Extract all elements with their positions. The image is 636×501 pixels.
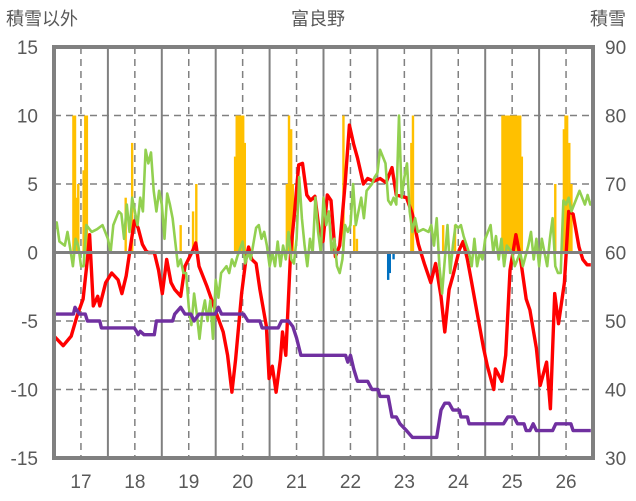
left-tick-label: -10 [11,381,38,402]
bar [191,211,195,253]
bar [287,115,291,253]
bar [233,156,237,253]
bar [392,252,395,260]
bar [238,115,242,253]
bar [289,129,293,253]
bar [517,115,520,253]
bar [510,115,514,253]
plot-frame [52,45,595,460]
bar [515,115,519,253]
left-axis-title: 積雪以外 [6,9,78,30]
bar [504,115,507,253]
left-tick-label: -15 [11,449,38,470]
bar [570,184,573,253]
bar [441,225,445,253]
bar [240,115,243,253]
series-line-0 [52,123,591,411]
bar [235,115,238,253]
bar [84,115,87,253]
bar [195,184,198,253]
bar [519,115,522,253]
bar [241,115,245,253]
left-tick-label: 15 [17,38,38,59]
bar [564,115,567,253]
bar [388,252,391,274]
x-tick-label: 18 [124,472,145,493]
right-tick-label: 90 [605,38,626,59]
left-tick-label: 0 [27,244,38,265]
bar [72,115,75,253]
bar [353,225,356,253]
bar [501,115,504,253]
bar [506,115,509,253]
x-tick-label: 21 [286,472,307,493]
bar [565,115,569,253]
left-tick-label: 5 [27,175,38,196]
chart-title: 富良野 [291,9,345,30]
bar [411,115,415,253]
right-tick-label: 60 [605,244,626,265]
x-tick-label: 26 [555,472,576,493]
x-tick-label: 24 [448,472,470,493]
bar [562,129,566,253]
right-tick-label: 50 [605,312,626,333]
bar [243,142,247,253]
series-line-2 [54,305,591,440]
plot-border [52,45,595,460]
bar [520,156,524,253]
bar [554,184,557,253]
x-tick-label: 23 [394,472,415,493]
left-tick-label: -5 [21,312,38,333]
right-tick-label: 40 [605,381,626,402]
series-line-1 [52,114,595,341]
bars [72,115,573,280]
x-axis-ticks: 17 18 19 20 21 22 23 24 25 26 [70,472,576,493]
right-tick-label: 30 [605,449,626,470]
bar [355,238,359,253]
bar [410,142,413,253]
bar [73,115,77,253]
x-tick-label: 19 [178,472,199,493]
bar [507,115,511,253]
bar [77,184,80,253]
bar [514,115,517,253]
x-tick-label: 22 [340,472,361,493]
x-tick-label: 20 [232,472,253,493]
bar [285,184,289,253]
bar [85,115,89,253]
right-tick-label: 80 [605,107,626,128]
bar [237,115,240,253]
bar [82,170,85,253]
x-tick-label: 17 [70,472,91,493]
bar [75,197,78,253]
left-axis-ticks: 15 10 5 0 -5 -10 -15 [11,38,38,470]
bar [512,115,515,253]
bar [509,115,512,253]
bar [179,225,182,253]
right-tick-label: 70 [605,175,626,196]
series-lines [52,114,595,440]
left-tick-label: 10 [17,107,38,128]
bar [502,115,506,253]
x-tick-label: 25 [502,472,523,493]
right-axis-ticks: 90 80 70 60 50 40 30 [605,38,626,470]
bar [386,252,390,280]
right-axis-title: 積雪 [590,9,626,30]
